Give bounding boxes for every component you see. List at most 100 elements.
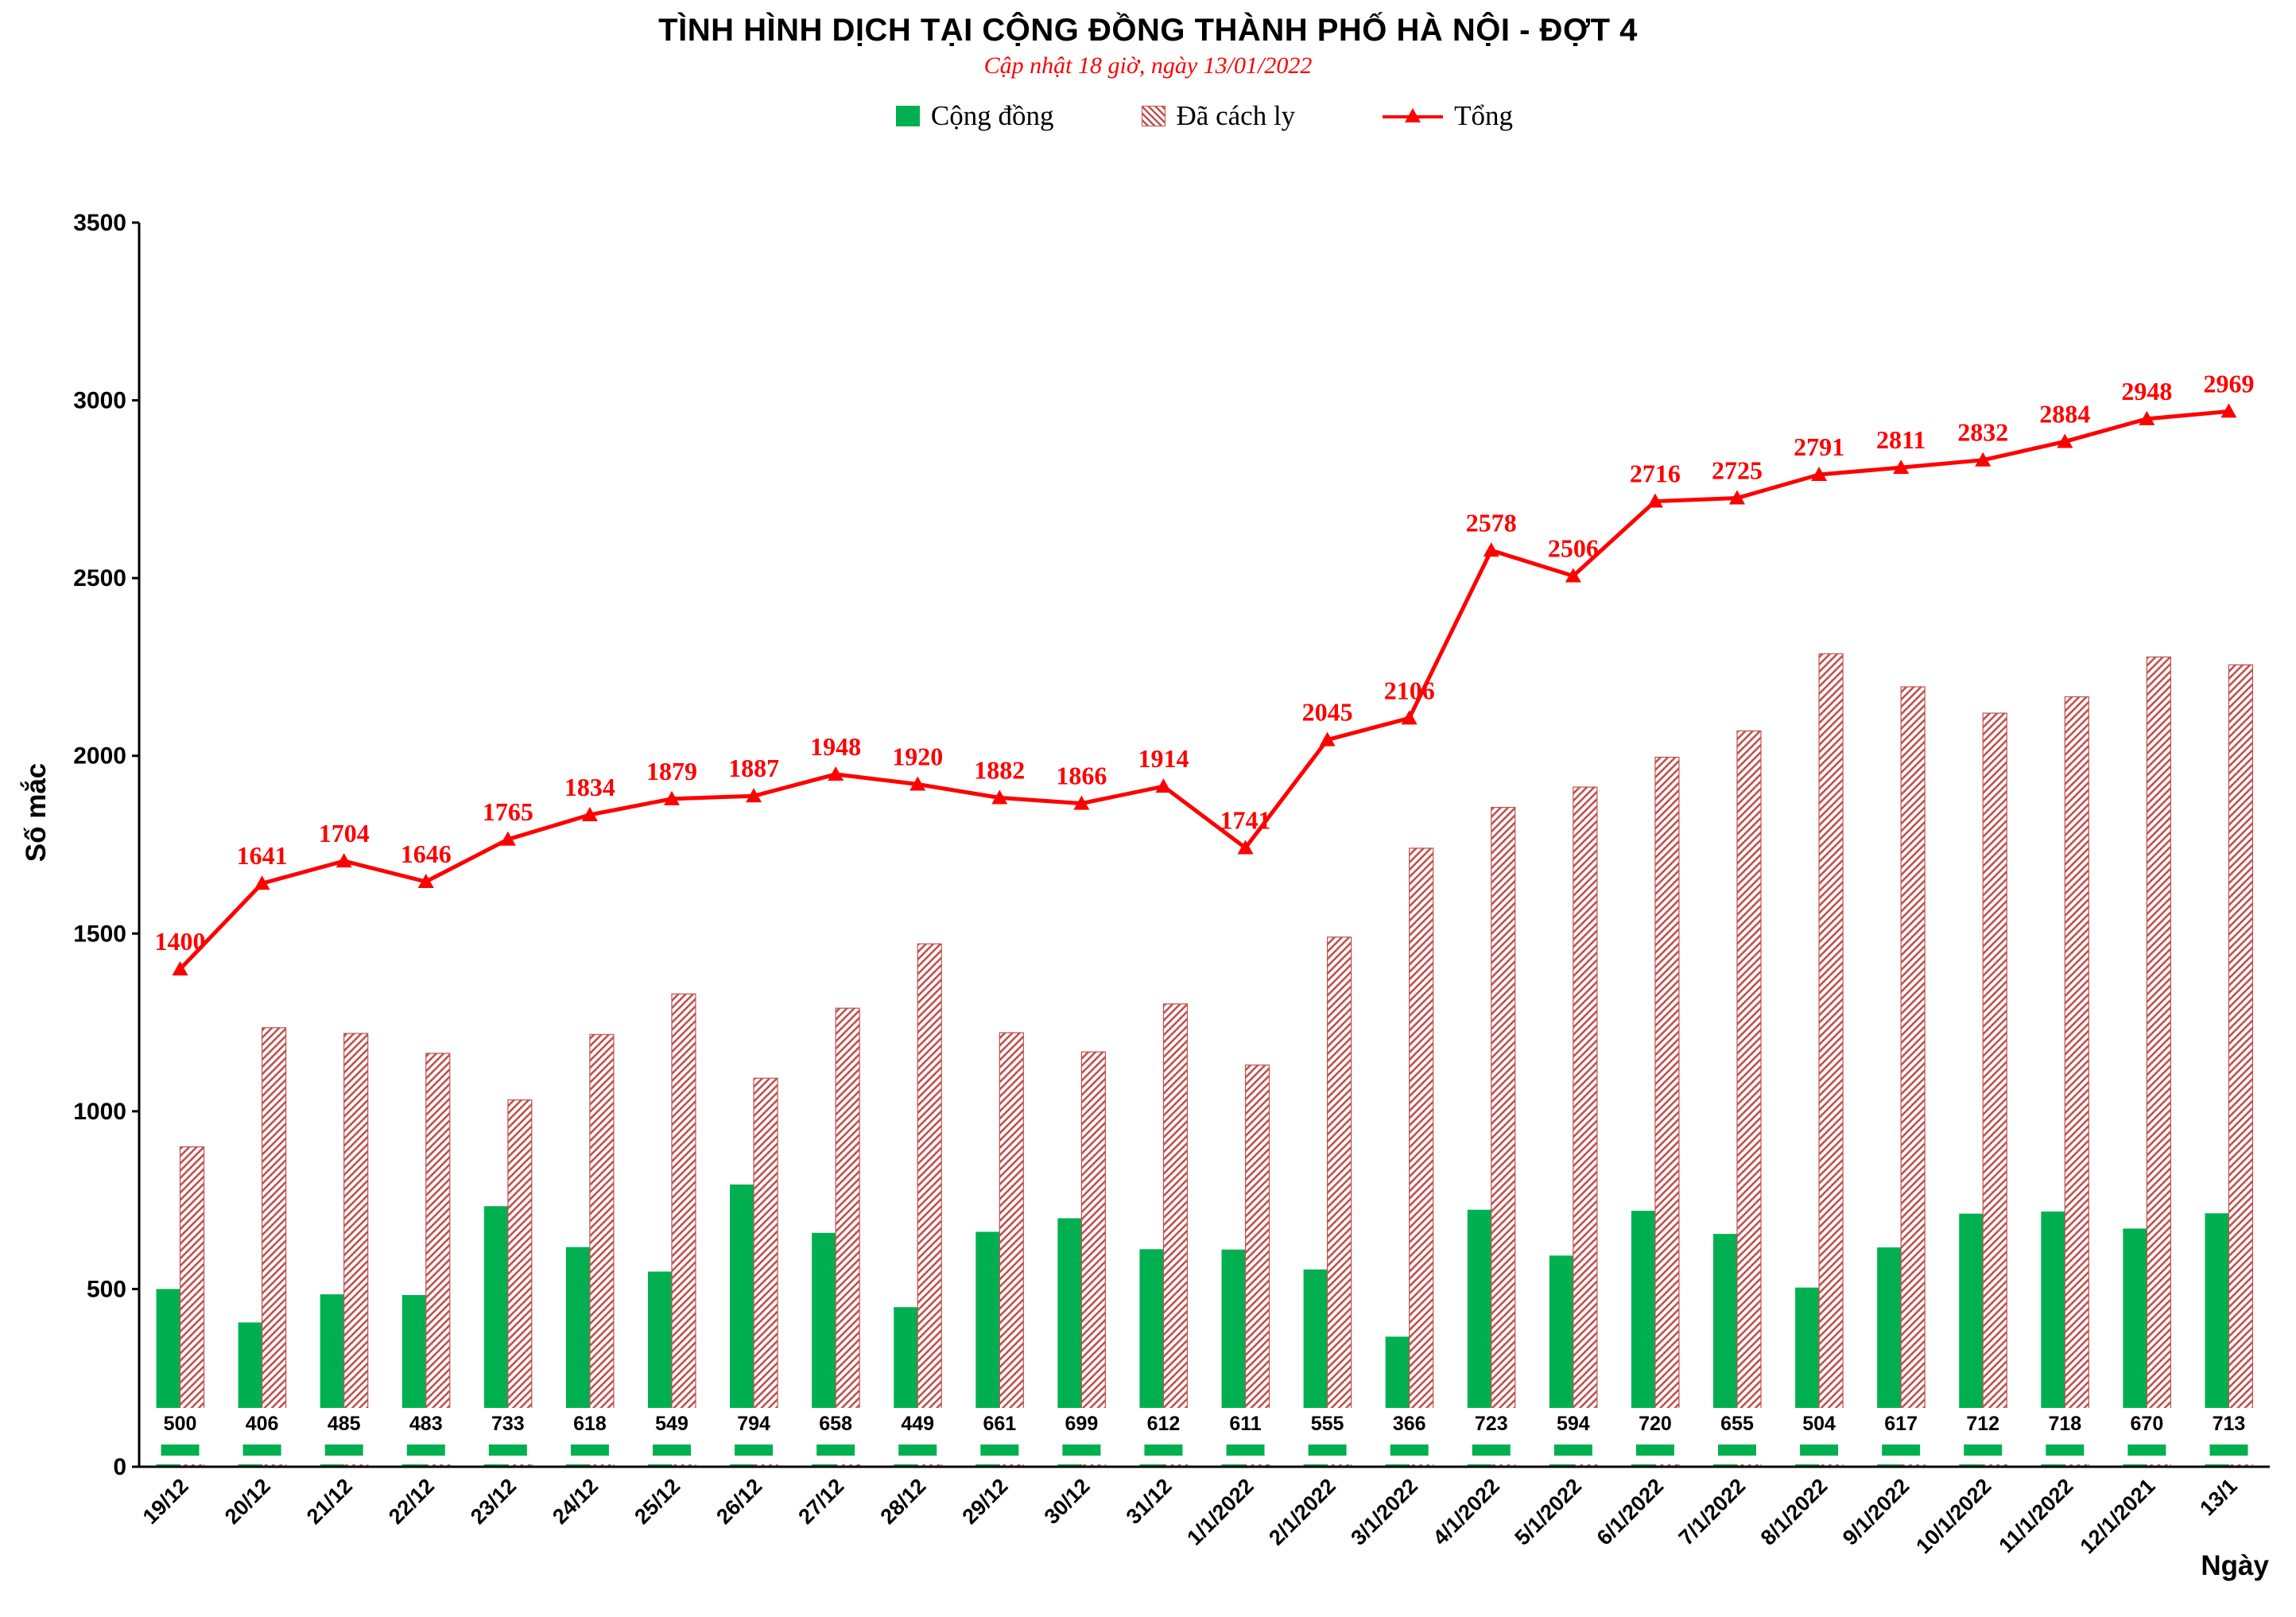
svg-text:670: 670	[2131, 1413, 2164, 1435]
legend-item-total: Tổng	[1383, 100, 1513, 132]
legend-label-total: Tổng	[1454, 100, 1514, 131]
svg-text:7/1/2022: 7/1/2022	[1674, 1474, 1751, 1550]
svg-text:618: 618	[573, 1413, 607, 1435]
svg-text:8/1/2022: 8/1/2022	[1756, 1474, 1833, 1550]
svg-text:28/12: 28/12	[875, 1474, 930, 1529]
svg-text:29/12: 29/12	[958, 1474, 1013, 1529]
svg-text:23/12: 23/12	[466, 1474, 521, 1529]
svg-text:3/1/2022: 3/1/2022	[1346, 1474, 1422, 1550]
svg-text:594: 594	[1557, 1413, 1590, 1435]
svg-text:661: 661	[983, 1413, 1016, 1435]
svg-text:13/1: 13/1	[2195, 1474, 2241, 1520]
svg-text:3000: 3000	[73, 388, 126, 414]
total-line-marker-icon	[1383, 106, 1444, 126]
legend-item-community: Cộng đồng	[895, 100, 1054, 132]
svg-text:2725: 2725	[1712, 456, 1763, 485]
svg-text:2791: 2791	[1794, 432, 1844, 461]
svg-text:1641: 1641	[237, 841, 288, 870]
svg-text:1866: 1866	[1056, 762, 1107, 790]
svg-text:612: 612	[1147, 1413, 1181, 1435]
svg-text:26/12: 26/12	[712, 1474, 766, 1529]
svg-text:794: 794	[737, 1413, 770, 1435]
svg-text:2000: 2000	[73, 743, 126, 770]
svg-text:449: 449	[901, 1413, 934, 1435]
community-swatch-icon	[895, 106, 920, 126]
svg-text:11/1/2022: 11/1/2022	[1994, 1474, 2077, 1557]
svg-text:2716: 2716	[1630, 460, 1681, 488]
svg-text:2500: 2500	[73, 565, 126, 591]
x-axis-title: Ngày	[2201, 1550, 2269, 1581]
chart-canvas: 0 500 1000 1500 2000 2500 3000 3500 500 406 485 483…	[73, 210, 2270, 1558]
svg-text:2045: 2045	[1302, 698, 1353, 727]
svg-text:1741: 1741	[1220, 806, 1271, 835]
svg-text:22/12: 22/12	[384, 1474, 439, 1529]
svg-text:2832: 2832	[1957, 418, 2008, 447]
svg-text:549: 549	[655, 1413, 688, 1435]
svg-text:500: 500	[87, 1276, 126, 1302]
svg-text:2106: 2106	[1384, 676, 1435, 704]
svg-text:617: 617	[1884, 1413, 1918, 1435]
svg-text:1882: 1882	[974, 755, 1025, 784]
svg-text:655: 655	[1720, 1413, 1754, 1435]
svg-text:555: 555	[1311, 1413, 1344, 1435]
svg-text:4/1/2022: 4/1/2022	[1428, 1474, 1504, 1550]
svg-text:2948: 2948	[2121, 377, 2172, 405]
svg-text:9/1/2022: 9/1/2022	[1838, 1474, 1914, 1550]
svg-text:20/12: 20/12	[220, 1474, 275, 1529]
svg-text:723: 723	[1475, 1413, 1508, 1435]
svg-text:25/12: 25/12	[630, 1474, 685, 1529]
svg-text:658: 658	[819, 1413, 852, 1435]
svg-text:1704: 1704	[319, 819, 370, 847]
svg-text:31/12: 31/12	[1122, 1474, 1177, 1529]
svg-text:5/1/2022: 5/1/2022	[1511, 1474, 1587, 1550]
svg-text:1400: 1400	[155, 927, 206, 956]
svg-text:2969: 2969	[2203, 369, 2254, 397]
svg-text:2884: 2884	[2039, 399, 2090, 428]
svg-text:19/12: 19/12	[138, 1474, 193, 1529]
svg-text:24/12: 24/12	[548, 1474, 603, 1529]
svg-text:1887: 1887	[728, 754, 779, 782]
svg-text:12/1/2021: 12/1/2021	[2075, 1474, 2159, 1558]
svg-text:713: 713	[2213, 1413, 2246, 1435]
svg-text:483: 483	[409, 1413, 443, 1435]
svg-text:1646: 1646	[401, 840, 452, 868]
svg-text:611: 611	[1229, 1413, 1261, 1435]
svg-text:2811: 2811	[1876, 425, 1926, 454]
svg-text:1948: 1948	[810, 732, 861, 761]
svg-text:30/12: 30/12	[1040, 1474, 1095, 1529]
svg-text:699: 699	[1065, 1413, 1099, 1435]
svg-text:2578: 2578	[1466, 508, 1517, 537]
svg-text:6/1/2022: 6/1/2022	[1592, 1474, 1669, 1550]
svg-text:500: 500	[164, 1413, 197, 1435]
svg-text:733: 733	[491, 1413, 525, 1435]
svg-text:485: 485	[328, 1413, 361, 1435]
svg-text:21/12: 21/12	[302, 1474, 357, 1529]
svg-text:1500: 1500	[73, 921, 126, 947]
svg-text:720: 720	[1639, 1413, 1672, 1435]
svg-text:1000: 1000	[73, 1099, 126, 1125]
legend-label-community: Cộng đồng	[930, 100, 1054, 131]
svg-text:712: 712	[1966, 1413, 1999, 1435]
svg-text:1920: 1920	[892, 742, 943, 770]
legend-label-isolated: Đã cách ly	[1176, 100, 1296, 131]
isolated-hatch-swatch-icon	[1141, 106, 1165, 126]
svg-text:366: 366	[1393, 1413, 1426, 1435]
svg-text:718: 718	[2048, 1413, 2081, 1435]
svg-text:406: 406	[246, 1413, 279, 1435]
svg-text:0: 0	[113, 1454, 126, 1480]
svg-text:1/1/2022: 1/1/2022	[1182, 1474, 1259, 1550]
svg-text:504: 504	[1802, 1413, 1836, 1435]
chart-subtitle: Cập nhật 18 giờ, ngày 13/01/2022	[983, 52, 1313, 79]
chart-title: TÌNH HÌNH DỊCH TẠI CỘNG ĐỒNG THÀNH PHỐ H…	[658, 13, 1638, 48]
svg-text:1834: 1834	[564, 773, 615, 801]
svg-text:10/1/2022: 10/1/2022	[1911, 1474, 1995, 1558]
svg-text:1914: 1914	[1138, 744, 1189, 773]
legend: Cộng đồng Đã cách ly Tổng	[139, 100, 2270, 132]
svg-text:1879: 1879	[646, 757, 697, 785]
legend-item-isolated: Đã cách ly	[1141, 100, 1296, 132]
svg-text:3500: 3500	[73, 210, 126, 236]
svg-text:27/12: 27/12	[793, 1474, 848, 1529]
svg-text:2506: 2506	[1548, 533, 1599, 562]
svg-text:2/1/2022: 2/1/2022	[1264, 1474, 1340, 1550]
svg-text:1765: 1765	[483, 797, 533, 826]
